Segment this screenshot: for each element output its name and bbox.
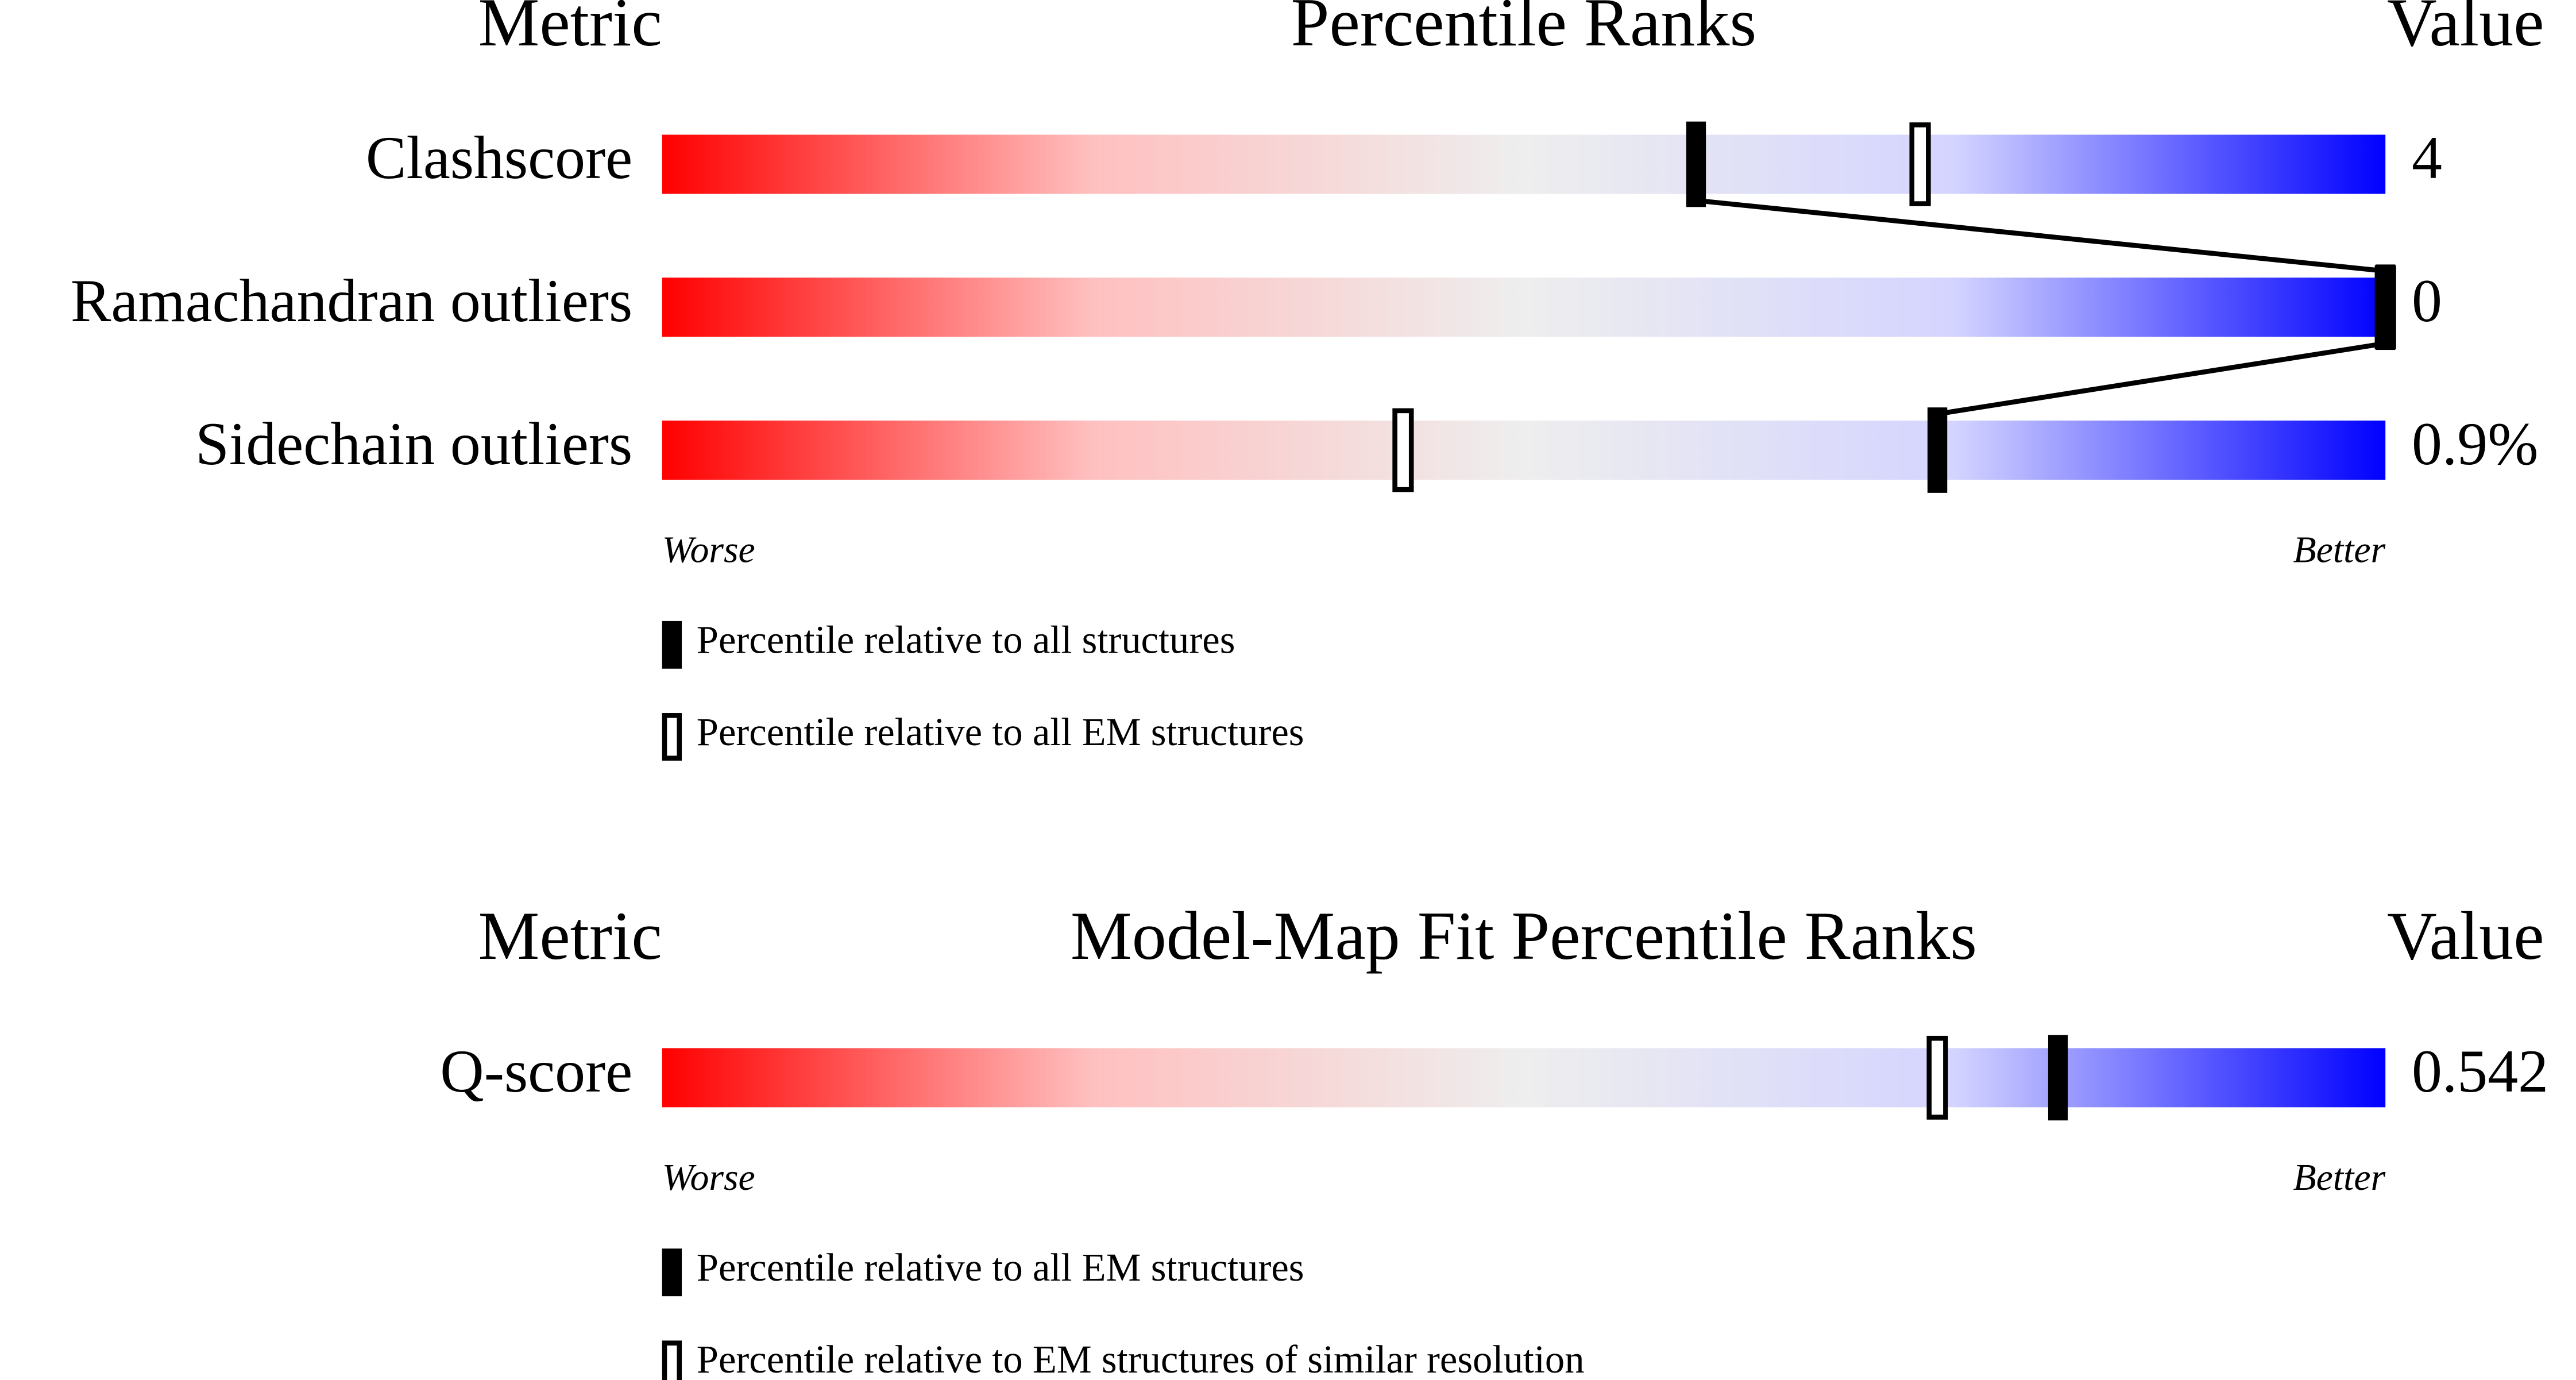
percentile-marker <box>2048 1035 2068 1121</box>
percentile-marker-open <box>1926 1035 1948 1120</box>
percentile-bar <box>662 134 2386 194</box>
chart-title: Model-Map Fit Percentile Ranks <box>1071 897 1977 974</box>
metric-label: Ramachandran outliers <box>71 267 632 334</box>
legend-label: Percentile relative to all EM structures <box>697 1246 1304 1289</box>
x-low-label: Worse <box>662 1157 755 1198</box>
metric-label: Sidechain outliers <box>195 410 632 477</box>
value-header: Value <box>2387 897 2544 974</box>
legend-label: Percentile relative to all structures <box>697 618 1235 662</box>
x-low-label: Worse <box>662 529 755 571</box>
x-high-label: Better <box>2293 529 2385 571</box>
x-high-label: Better <box>2293 1157 2385 1198</box>
metric-value: 0.542 <box>2412 1038 2548 1105</box>
percentile-bar <box>662 421 2386 480</box>
percentile-bar <box>662 1048 2386 1108</box>
percentile-marker <box>1686 121 1706 207</box>
legend-swatch <box>662 620 682 669</box>
percentile-bar <box>662 277 2386 337</box>
metric-value: 0 <box>2412 267 2442 334</box>
metric-label: Clashscore <box>366 124 632 191</box>
legend-swatch-open <box>662 1340 682 1380</box>
legend-label: Percentile relative to EM structures of … <box>697 1337 1585 1380</box>
metric-value: 0.9% <box>2412 410 2538 477</box>
metric-value: 4 <box>2412 124 2442 191</box>
metric-header: Metric <box>478 0 662 60</box>
legend-swatch <box>662 1248 682 1297</box>
legend-swatch-open <box>662 713 682 761</box>
metric-label: Q-score <box>440 1038 632 1105</box>
legend-label: Percentile relative to all EM structures <box>697 710 1304 754</box>
metric-header: Metric <box>478 897 662 974</box>
chart-title: Percentile Ranks <box>1291 0 1757 60</box>
percentile-marker <box>1927 407 1948 493</box>
percentile-marker-open <box>1392 408 1414 492</box>
value-header: Value <box>2387 0 2544 60</box>
percentile-marker-open <box>1909 122 1931 206</box>
percentile-marker <box>2376 264 2396 350</box>
